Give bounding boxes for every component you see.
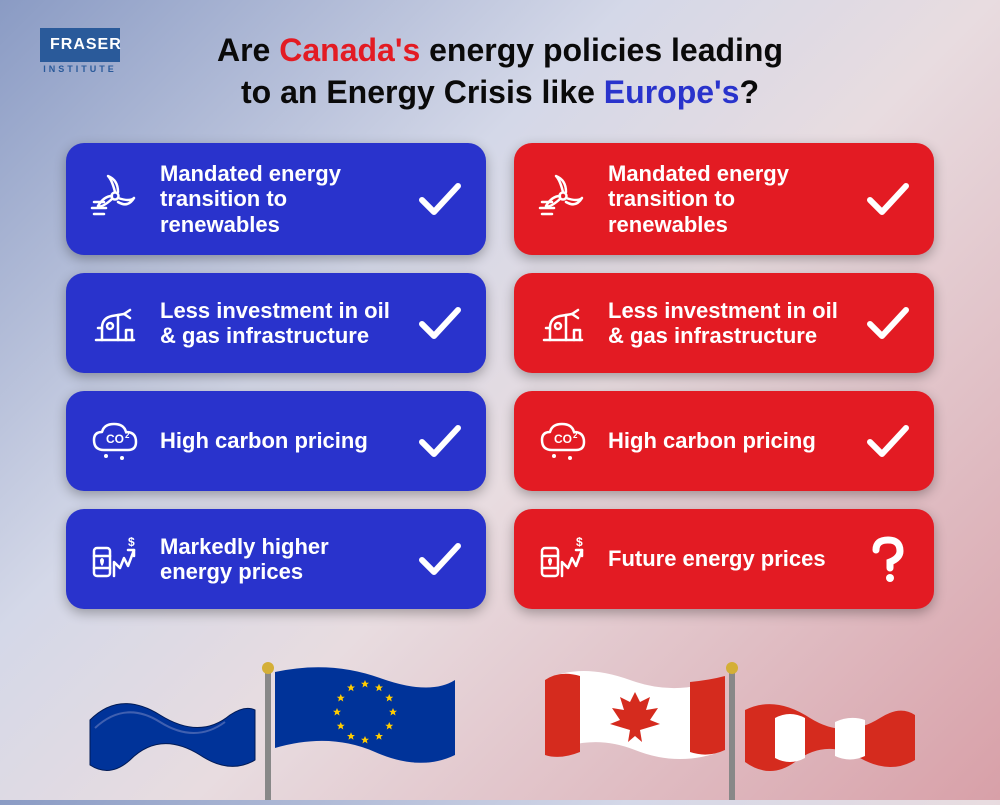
europe-card-1: Less investment in oil & gas infrastruct… <box>66 273 486 373</box>
question-mark-icon <box>862 534 912 584</box>
eu-flag <box>80 600 460 800</box>
card-text: Less investment in oil & gas infrastruct… <box>160 298 396 349</box>
turbine-icon <box>536 172 590 226</box>
svg-text:2: 2 <box>125 431 130 440</box>
europe-card-2: CO 2 High carbon pricing <box>66 391 486 491</box>
co2-icon: CO 2 <box>536 414 590 468</box>
card-text: Mandated energy transition to renewables <box>160 161 396 237</box>
check-mark-icon <box>862 298 912 348</box>
card-text: Mandated energy transition to renewables <box>608 161 844 237</box>
fraser-logo: FRASER INSTITUTE <box>40 28 120 74</box>
svg-text:$: $ <box>128 535 135 549</box>
check-mark-icon <box>862 174 912 224</box>
check-mark-icon <box>414 298 464 348</box>
europe-card-3: $ Markedly higher energy prices <box>66 509 486 609</box>
oilrig-icon <box>536 296 590 350</box>
canada-column: Mandated energy transition to renewables… <box>514 143 934 609</box>
page-title: Are Canada's energy policies leading to … <box>0 0 1000 113</box>
card-text: Less investment in oil & gas infrastruct… <box>608 298 844 349</box>
canada-card-3: $ Future energy prices <box>514 509 934 609</box>
svg-text:$: $ <box>576 535 583 549</box>
canada-card-2: CO 2 High carbon pricing <box>514 391 934 491</box>
co2-icon: CO 2 <box>88 414 142 468</box>
canada-card-0: Mandated energy transition to renewables <box>514 143 934 255</box>
barrel-icon: $ <box>536 532 590 586</box>
canada-flag <box>540 600 920 800</box>
turbine-icon <box>88 172 142 226</box>
canada-card-1: Less investment in oil & gas infrastruct… <box>514 273 934 373</box>
svg-text:CO: CO <box>106 432 124 446</box>
logo-main: FRASER <box>40 28 120 62</box>
card-text: Markedly higher energy prices <box>160 534 396 585</box>
check-mark-icon <box>862 416 912 466</box>
svg-text:CO: CO <box>554 432 572 446</box>
check-mark-icon <box>414 416 464 466</box>
barrel-icon: $ <box>88 532 142 586</box>
oilrig-icon <box>88 296 142 350</box>
card-text: Future energy prices <box>608 546 844 571</box>
europe-column: Mandated energy transition to renewables… <box>66 143 486 609</box>
columns: Mandated energy transition to renewables… <box>0 143 1000 609</box>
card-text: High carbon pricing <box>160 428 396 453</box>
logo-sub: INSTITUTE <box>40 64 120 74</box>
check-mark-icon <box>414 534 464 584</box>
europe-card-0: Mandated energy transition to renewables <box>66 143 486 255</box>
svg-text:2: 2 <box>573 431 578 440</box>
check-mark-icon <box>414 174 464 224</box>
flags <box>0 600 1000 800</box>
card-text: High carbon pricing <box>608 428 844 453</box>
